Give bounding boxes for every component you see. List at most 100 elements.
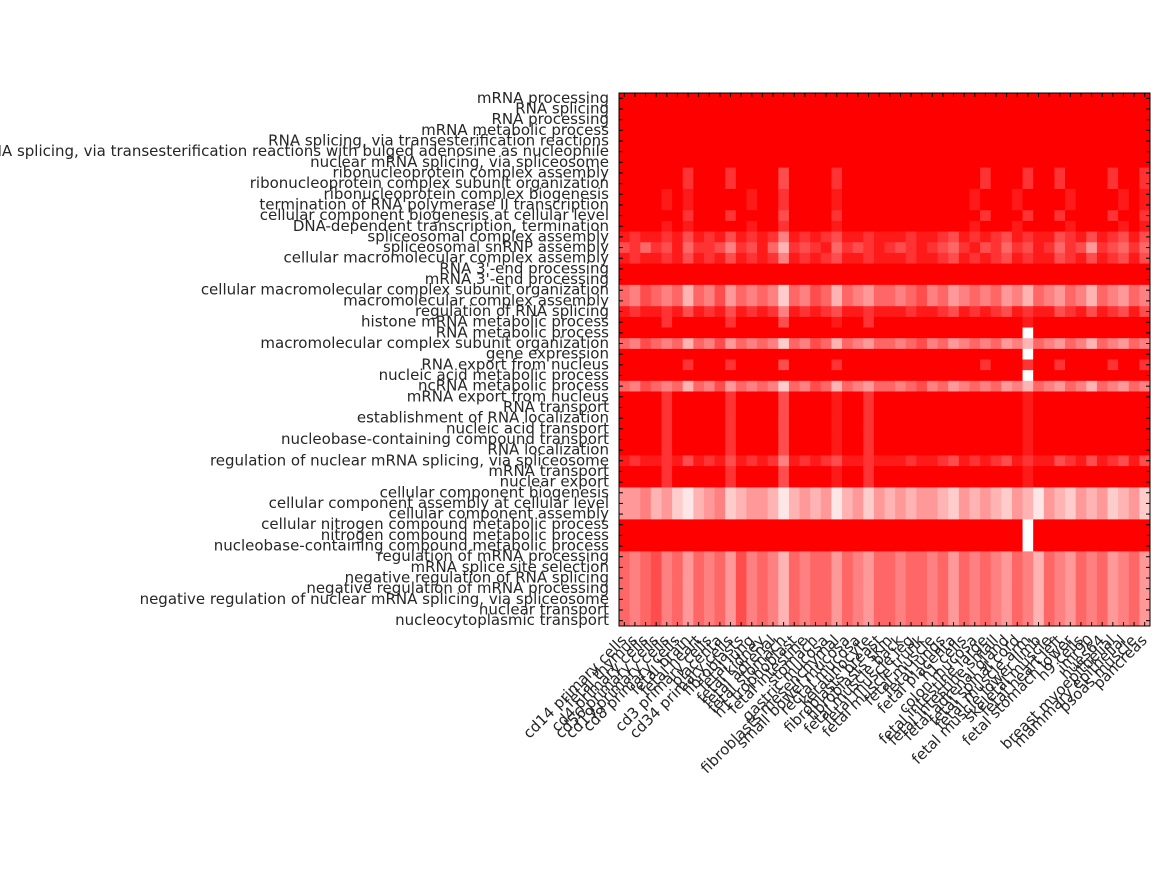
heat-cell [1075, 476, 1087, 488]
row-label: nucleic acid transport [446, 419, 609, 437]
heat-cell [895, 615, 907, 627]
heat-cell [863, 295, 875, 307]
heat-cell [895, 231, 907, 243]
heat-cell [1107, 199, 1119, 211]
heat-cell [1033, 263, 1045, 275]
heat-cell [873, 156, 885, 169]
heat-cell [1022, 178, 1034, 190]
heat-cell [788, 93, 801, 105]
heat-cell [1022, 295, 1034, 307]
heat-cell [1096, 487, 1109, 499]
heat-cell [1075, 167, 1087, 179]
heat-cell [1001, 412, 1013, 424]
heat-cell [672, 114, 684, 126]
heat-cell [1075, 540, 1087, 552]
heat-cell [1075, 124, 1087, 137]
heat-cell [969, 540, 981, 552]
heat-cell [1033, 402, 1045, 414]
heat-cell [1086, 370, 1098, 382]
heat-cell [873, 135, 885, 147]
heat-cell [1096, 583, 1109, 595]
heat-cell [757, 103, 769, 115]
heat-cell [757, 295, 769, 307]
heat-cell [703, 604, 716, 616]
heat-cell [799, 487, 811, 499]
heat-cell [1107, 594, 1119, 606]
heat-cell [820, 380, 832, 392]
heat-cell [873, 540, 885, 552]
heat-cell [905, 135, 917, 147]
heat-cell [990, 487, 1002, 499]
heat-cell [767, 124, 779, 137]
heat-cell [863, 444, 875, 456]
heat-cell [842, 444, 854, 456]
heat-cell [757, 188, 769, 201]
heat-cell [693, 594, 705, 606]
heat-cell [799, 103, 811, 115]
heat-cell [980, 242, 992, 254]
heat-cell [767, 156, 779, 169]
heat-cell [788, 380, 801, 392]
heat-cell [788, 295, 801, 307]
heat-cell [820, 327, 832, 339]
heat-cell [735, 562, 747, 574]
heat-cell [1107, 103, 1119, 115]
heat-cell [703, 615, 716, 627]
heat-cell [1001, 562, 1013, 574]
heat-cell [1043, 327, 1055, 339]
heat-cell [788, 348, 801, 360]
heat-cell [969, 508, 981, 520]
heat-cell [990, 274, 1002, 286]
heat-cell [1001, 274, 1013, 286]
heat-cell [778, 274, 790, 286]
heat-cell [629, 114, 641, 126]
heat-cell [1001, 146, 1013, 158]
heat-cell [661, 487, 673, 499]
heat-cell [778, 455, 790, 467]
heat-cell [650, 220, 662, 233]
heat-cell [948, 594, 960, 606]
heat-cell [884, 306, 896, 318]
heat-cell [1075, 583, 1087, 595]
heat-cell [905, 370, 917, 382]
heat-cell [640, 156, 652, 169]
heat-cell [661, 167, 673, 179]
heat-cell [969, 327, 981, 339]
heat-cell [682, 338, 694, 350]
heat-cell [1128, 156, 1140, 169]
heat-cell [693, 498, 705, 510]
heat-cell [640, 594, 652, 606]
heat-cell [905, 476, 917, 488]
row-label: ribonucleoprotein complex assembly [332, 163, 609, 181]
heat-cell [672, 242, 684, 254]
heat-cell [799, 423, 811, 435]
heat-cell [1065, 466, 1077, 478]
heat-cell [905, 252, 917, 265]
heat-cell [948, 220, 960, 233]
heat-cell [735, 231, 747, 243]
heat-cell [1139, 295, 1151, 307]
heat-cell [778, 572, 790, 584]
heat-cell [650, 423, 662, 435]
heat-cell [895, 135, 907, 147]
heat-cell [831, 156, 843, 169]
heat-cell [1065, 519, 1077, 531]
row-label: macromolecular complex assembly [343, 291, 609, 309]
heat-cell [842, 220, 854, 233]
heat-cell [852, 391, 864, 403]
heat-cell [810, 178, 822, 190]
heat-cell [1139, 562, 1151, 574]
heat-cell [820, 316, 832, 329]
heat-cell [767, 530, 779, 542]
heat-cell [746, 583, 758, 595]
heat-cell [937, 402, 949, 414]
heat-cell [905, 210, 917, 222]
heat-cell [958, 583, 970, 595]
heat-cell [650, 444, 662, 456]
heat-cell [661, 348, 673, 360]
heat-cell [725, 604, 737, 616]
heat-cell [1022, 199, 1034, 211]
heat-cell [884, 498, 896, 510]
heat-cell [788, 167, 801, 179]
heat-cell [884, 540, 896, 552]
